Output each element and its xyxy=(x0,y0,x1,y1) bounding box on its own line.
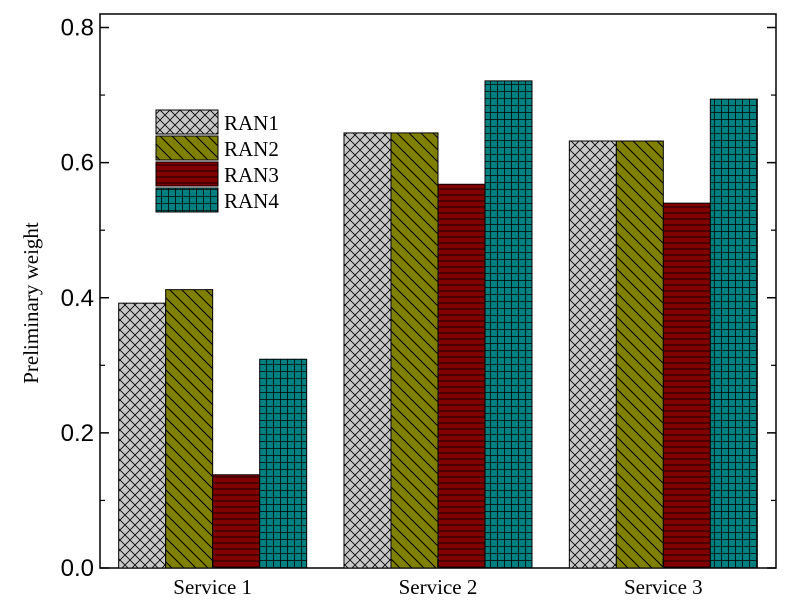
bar-ran1-3 xyxy=(568,140,617,569)
bar-ran4-3 xyxy=(709,98,758,569)
bar-ran1-1 xyxy=(118,302,167,569)
bar-ran3-2 xyxy=(437,183,486,569)
legend-swatch-ran1 xyxy=(155,109,219,135)
y-tick-label: 0.8 xyxy=(61,15,94,42)
bar-ran1-2 xyxy=(343,132,392,569)
y-tick-label: 0.2 xyxy=(61,420,94,447)
bars xyxy=(118,80,758,569)
x-tick-label: Service 2 xyxy=(399,575,478,599)
x-tick-label: Service 1 xyxy=(173,575,252,599)
legend-label-ran3: RAN3 xyxy=(224,163,279,187)
legend-label-ran2: RAN2 xyxy=(224,137,279,161)
bar-ran4-1 xyxy=(259,358,308,569)
x-ticks: Service 1 Service 2 Service 3 xyxy=(173,559,703,599)
legend-swatch-ran4 xyxy=(155,187,219,213)
bar-ran3-3 xyxy=(662,202,711,569)
bar-ran4-2 xyxy=(484,80,533,569)
legend-label-ran4: RAN4 xyxy=(224,189,279,213)
x-tick-label: Service 3 xyxy=(624,575,703,599)
bar-ran2-3 xyxy=(615,140,664,569)
bar-ran2-2 xyxy=(390,132,439,569)
bar-ran2-1 xyxy=(165,289,214,569)
y-tick-label: 0.6 xyxy=(61,150,94,177)
y-tick-label: 0.4 xyxy=(61,285,94,312)
legend-label-ran1: RAN1 xyxy=(224,111,279,135)
legend-swatch-ran3 xyxy=(155,161,219,187)
y-axis-label: Preliminary weight xyxy=(19,222,43,384)
legend-swatch-ran2 xyxy=(155,135,219,161)
y-tick-label: 0.0 xyxy=(61,555,94,582)
y-ticks: 0.0 0.2 0.4 0.6 0.8 xyxy=(61,15,776,582)
bar-ran3-1 xyxy=(212,474,261,569)
